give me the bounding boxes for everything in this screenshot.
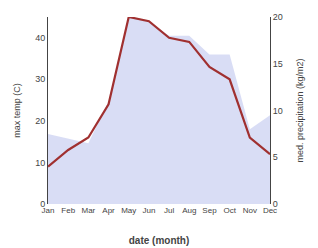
svg-text:Jun: Jun (142, 206, 155, 215)
svg-text:Aug: Aug (182, 206, 196, 215)
svg-text:0: 0 (273, 199, 278, 209)
svg-text:Jan: Jan (42, 206, 55, 215)
svg-text:30: 30 (35, 74, 45, 84)
svg-text:max temp (C): max temp (C) (12, 83, 22, 138)
svg-text:Mar: Mar (81, 206, 95, 215)
svg-text:10: 10 (35, 158, 45, 168)
svg-text:40: 40 (35, 33, 45, 43)
svg-text:5: 5 (273, 152, 278, 162)
svg-text:Apr: Apr (102, 206, 115, 215)
svg-text:Sep: Sep (202, 206, 217, 215)
svg-text:Oct: Oct (223, 206, 236, 215)
svg-text:date (month): date (month) (129, 235, 190, 246)
svg-text:May: May (121, 206, 136, 215)
svg-text:15: 15 (273, 59, 283, 69)
svg-text:20: 20 (35, 116, 45, 126)
svg-text:Dec: Dec (263, 206, 277, 215)
svg-text:Jul: Jul (164, 206, 174, 215)
svg-text:Feb: Feb (61, 206, 75, 215)
svg-text:0: 0 (40, 199, 45, 209)
svg-text:10: 10 (273, 106, 283, 116)
svg-text:Nov: Nov (243, 206, 257, 215)
svg-text:med. precipitation (kg/m2): med. precipitation (kg/m2) (295, 58, 305, 162)
svg-text:20: 20 (273, 12, 283, 22)
